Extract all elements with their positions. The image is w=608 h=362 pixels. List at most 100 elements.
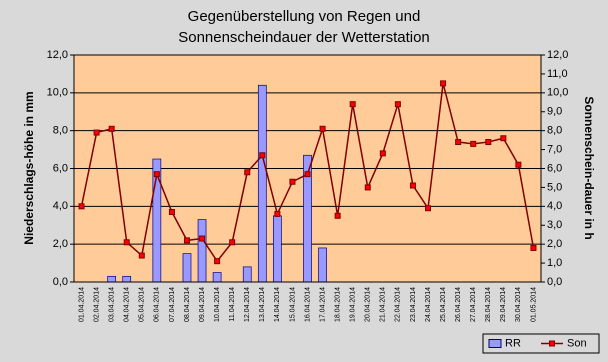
marker — [168, 209, 175, 216]
y2-tick-label: 8,0 — [547, 125, 562, 137]
bar — [197, 219, 207, 283]
marker — [123, 239, 130, 246]
marker — [485, 139, 492, 146]
x-tick-label: 30.04.2014 — [515, 287, 522, 322]
y-tick-label: 10,0 — [47, 87, 68, 99]
y2-tick-label: 6,0 — [547, 162, 562, 174]
marker — [199, 235, 206, 242]
x-tick-label: 16.04.2014 — [304, 287, 311, 322]
x-tick-label: 20.04.2014 — [365, 287, 372, 322]
x-tick-label: 03.04.2014 — [109, 287, 116, 322]
y2-tick-label: 11,0 — [547, 68, 568, 80]
x-tick-label: 01.04.2014 — [78, 287, 85, 322]
marker — [289, 178, 296, 185]
marker — [440, 80, 447, 87]
x-tick-label: 19.04.2014 — [350, 287, 357, 322]
marker — [214, 258, 221, 265]
marker — [78, 203, 85, 210]
y2-tick-label: 4,0 — [547, 200, 562, 212]
x-tick-label: 22.04.2014 — [395, 287, 402, 322]
marker — [319, 125, 326, 132]
y-tick-label: 8,0 — [53, 125, 68, 137]
legend-marker — [549, 340, 555, 347]
y2-tick-label: 1,0 — [547, 257, 562, 269]
bar — [182, 253, 192, 283]
x-tick-label: 18.04.2014 — [334, 287, 341, 322]
bar — [122, 275, 132, 283]
x-tick-label: 12.04.2014 — [244, 287, 251, 322]
y2-tick-label: 10,0 — [547, 87, 568, 99]
marker — [515, 161, 522, 168]
y-tick-label: 6,0 — [53, 162, 68, 174]
x-tick-label: 15.04.2014 — [289, 287, 296, 322]
x-tick-label: 21.04.2014 — [380, 287, 387, 322]
marker — [425, 205, 432, 212]
x-tick-label: 29.04.2014 — [500, 287, 507, 322]
y-tick-label: 2,0 — [53, 238, 68, 250]
x-tick-label: 09.04.2014 — [199, 287, 206, 322]
y2-axis-label: Sonnenschein-dauer in h — [582, 96, 596, 239]
x-tick-label: 27.04.2014 — [470, 287, 477, 322]
y2-tick-label: 3,0 — [547, 219, 562, 231]
marker — [153, 171, 160, 178]
marker — [500, 135, 507, 142]
x-tick-label: 04.04.2014 — [124, 287, 131, 322]
marker — [183, 237, 190, 244]
marker — [530, 244, 537, 251]
marker — [379, 150, 386, 157]
marker — [394, 101, 401, 108]
x-tick-label: 17.04.2014 — [319, 287, 326, 322]
marker — [93, 129, 100, 136]
marker — [455, 139, 462, 146]
x-tick-label: 05.04.2014 — [139, 287, 146, 322]
marker — [274, 210, 281, 217]
marker — [259, 152, 266, 159]
x-tick-label: 28.04.2014 — [485, 287, 492, 322]
bar — [242, 266, 252, 283]
x-tick-label: 26.04.2014 — [455, 287, 462, 322]
x-tick-label: 23.04.2014 — [410, 287, 417, 322]
x-tick-label: 11.04.2014 — [229, 287, 236, 322]
bar — [212, 272, 222, 283]
x-tick-label: 06.04.2014 — [154, 287, 161, 322]
marker — [244, 169, 251, 176]
bar — [257, 84, 267, 283]
marker — [470, 140, 477, 147]
y-tick-label: 12,0 — [47, 49, 68, 61]
x-tick-label: 24.04.2014 — [425, 287, 432, 322]
marker — [229, 239, 236, 246]
marker — [138, 252, 145, 259]
y2-tick-label: 0,0 — [547, 276, 562, 288]
marker — [108, 125, 115, 132]
marker — [334, 212, 341, 219]
legend-label: RR — [505, 337, 521, 349]
y2-tick-label: 5,0 — [547, 181, 562, 193]
x-tick-label: 25.04.2014 — [440, 287, 447, 322]
x-tick-label: 02.04.2014 — [93, 287, 100, 322]
marker — [364, 184, 371, 191]
marker — [304, 171, 311, 178]
bar — [318, 247, 327, 283]
legend-label: Son — [567, 337, 587, 349]
bar — [107, 275, 117, 283]
x-tick-label: 13.04.2014 — [259, 287, 266, 322]
marker — [349, 101, 356, 108]
y-axis-label: Niederschlags-höhe in mm — [22, 91, 36, 244]
y-tick-label: 4,0 — [53, 200, 68, 212]
x-tick-label: 10.04.2014 — [214, 287, 221, 322]
y2-tick-label: 2,0 — [547, 238, 562, 250]
x-tick-label: 08.04.2014 — [184, 287, 191, 322]
chart-title: Gegenüberstellung von Regen und Sonnensc… — [178, 8, 430, 42]
x-tick-label: 14.04.2014 — [274, 287, 281, 322]
bar — [273, 215, 282, 283]
y2-tick-label: 12,0 — [547, 49, 568, 61]
y-tick-label: 0,0 — [53, 276, 68, 288]
x-tick-label: 01.05.2014 — [530, 287, 537, 322]
x-tick-label: 07.04.2014 — [169, 287, 176, 322]
y2-tick-label: 7,0 — [547, 143, 562, 155]
marker — [409, 182, 416, 189]
legend-swatch — [488, 339, 502, 348]
y2-tick-label: 9,0 — [547, 106, 562, 118]
